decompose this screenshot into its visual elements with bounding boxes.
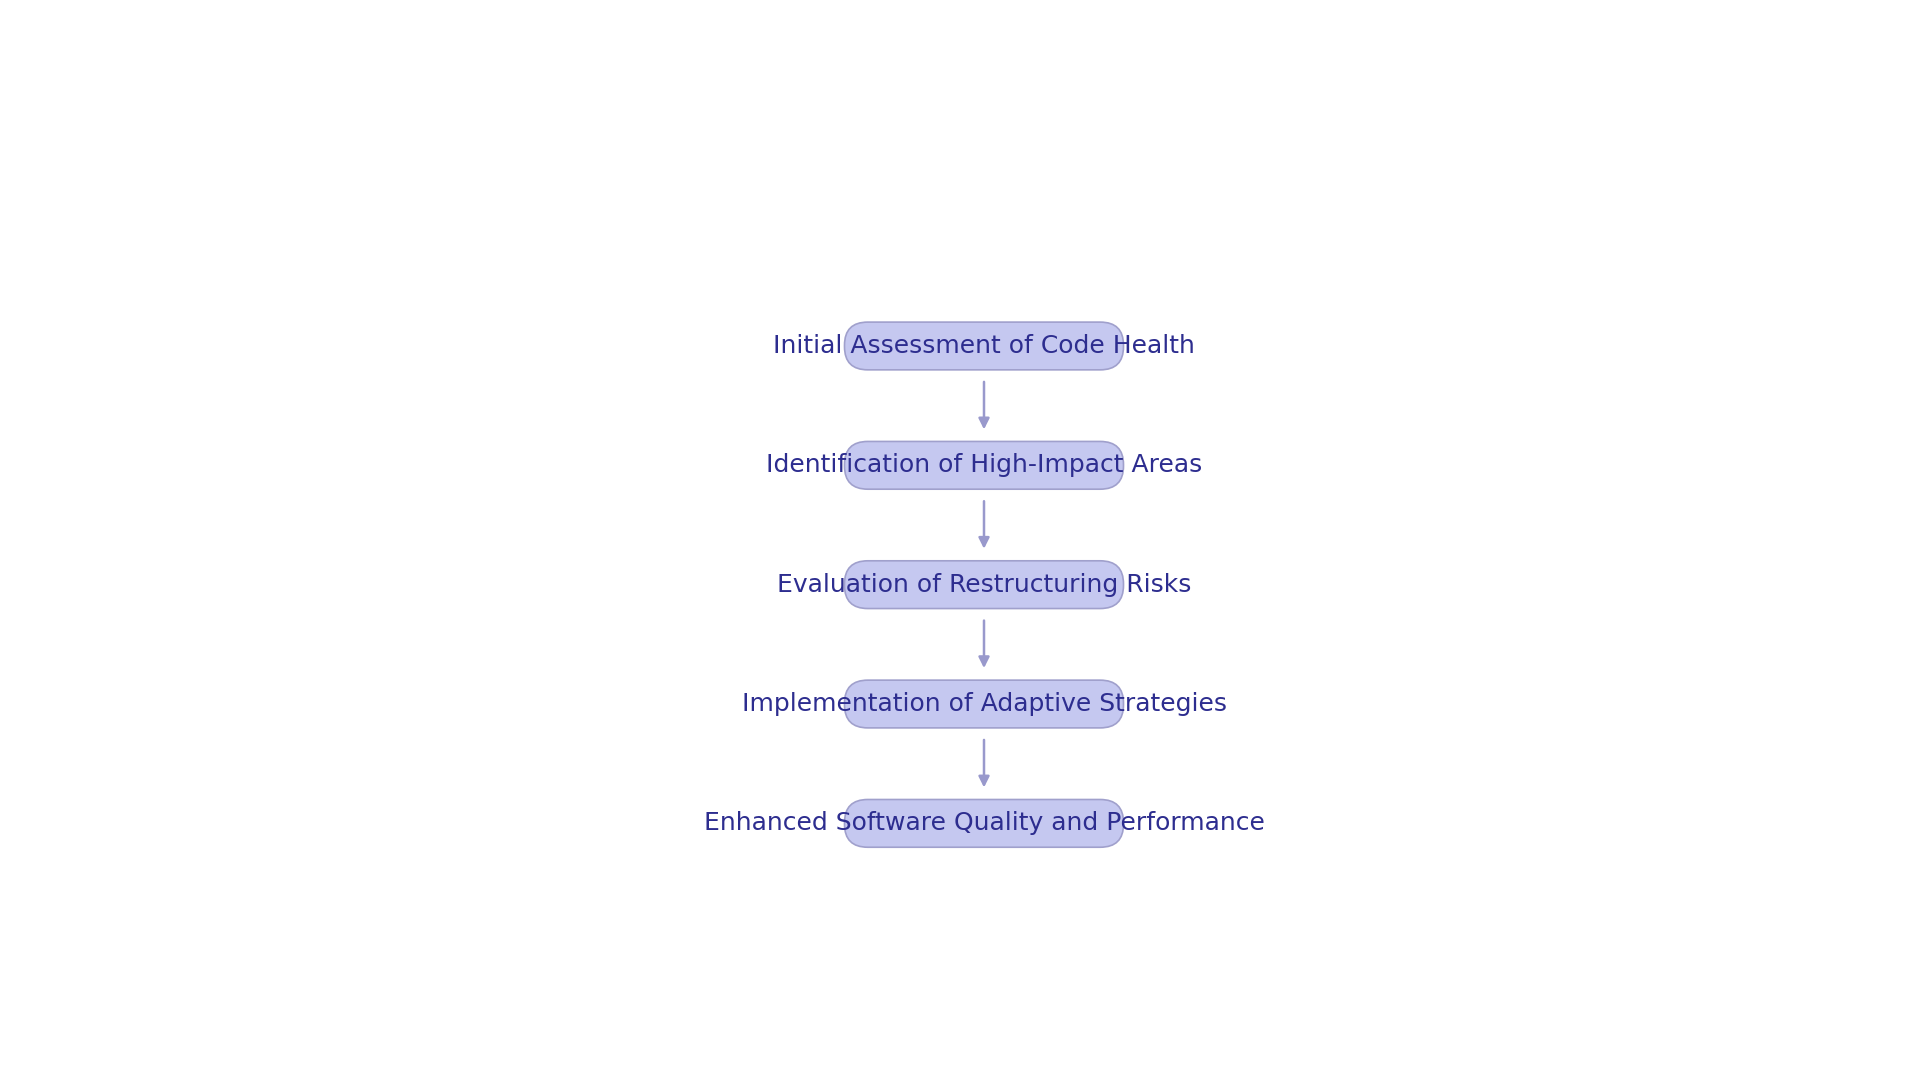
- Text: Implementation of Adaptive Strategies: Implementation of Adaptive Strategies: [741, 692, 1227, 716]
- Text: Enhanced Software Quality and Performance: Enhanced Software Quality and Performanc…: [703, 811, 1265, 835]
- Text: Evaluation of Restructuring Risks: Evaluation of Restructuring Risks: [778, 572, 1190, 596]
- Text: Identification of High-Impact Areas: Identification of High-Impact Areas: [766, 454, 1202, 477]
- FancyBboxPatch shape: [845, 442, 1123, 489]
- FancyBboxPatch shape: [845, 561, 1123, 608]
- FancyBboxPatch shape: [845, 322, 1123, 369]
- FancyBboxPatch shape: [845, 680, 1123, 728]
- FancyBboxPatch shape: [845, 799, 1123, 847]
- Text: Initial Assessment of Code Health: Initial Assessment of Code Health: [774, 334, 1194, 357]
